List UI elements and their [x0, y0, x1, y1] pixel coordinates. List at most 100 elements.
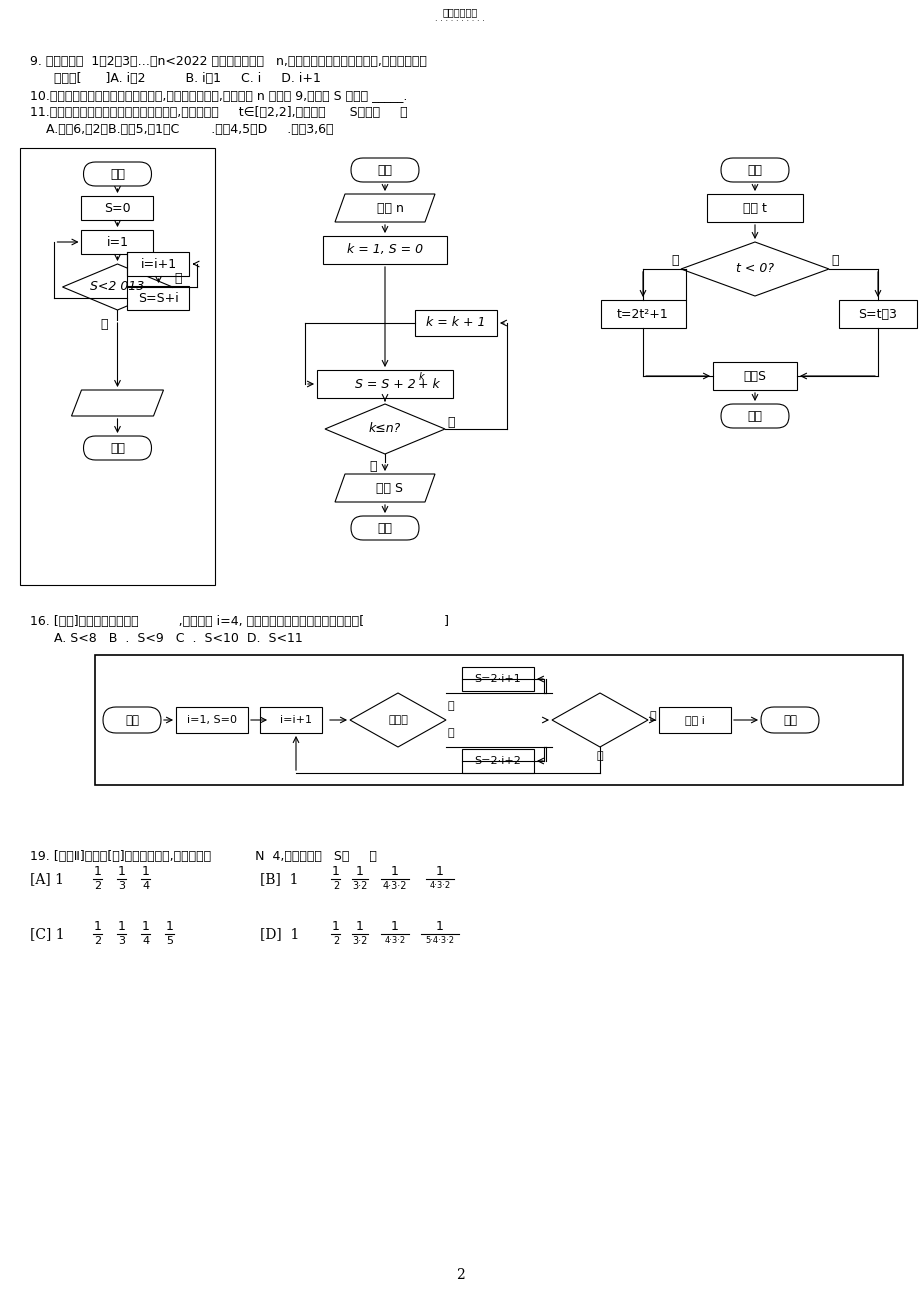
Text: 16. [江西]阅读如下程序框图          ,假如输出 i=4, 那么空白的判定框中应填入的条件[                    ]: 16. [江西]阅读如下程序框图 ,假如输出 i=4, 那么空白的判定框中应填入…	[30, 615, 448, 628]
Text: 是: 是	[175, 272, 182, 285]
Text: 结束: 结束	[746, 409, 762, 422]
Bar	[461, 667, 533, 691]
Text: 9. 为了求满意  1＋2＋3＋…＋n<2022 的最大的自然数   n,算法框图如下〔左〕图所示,就输出框中应: 9. 为了求满意 1＋2＋3＋…＋n<2022 的最大的自然数 n,算法框图如下…	[30, 55, 426, 68]
Text: 否: 否	[650, 711, 656, 721]
Text: 1: 1	[118, 865, 126, 878]
Text: k≤n?: k≤n?	[369, 422, 401, 435]
Text: 输出 i: 输出 i	[685, 715, 704, 724]
Text: k = 1, S = 0: k = 1, S = 0	[346, 244, 423, 257]
Bar	[95, 655, 902, 784]
Bar	[82, 231, 153, 254]
Text: · · · · · · · · · ·: · · · · · · · · · ·	[435, 17, 484, 26]
Text: 否: 否	[369, 460, 377, 473]
Text: 1: 1	[166, 920, 174, 933]
Polygon shape	[335, 194, 435, 222]
Text: t=2t²+1: t=2t²+1	[617, 308, 668, 321]
Polygon shape	[62, 265, 173, 310]
Bar	[414, 310, 496, 336]
Text: 1: 1	[332, 920, 339, 933]
Text: 19. [课标Ⅱ]执行下[左]图的程序框图,假如输入的           N  4,那么输出的   S〔     〕: 19. [课标Ⅱ]执行下[左]图的程序框图,假如输入的 N 4,那么输出的 S〔…	[30, 850, 377, 863]
Text: 否: 否	[830, 254, 837, 267]
Text: 1: 1	[436, 920, 444, 933]
Text: i=i+1: i=i+1	[141, 258, 176, 271]
Bar	[176, 708, 248, 734]
Text: k = k + 1: k = k + 1	[425, 317, 485, 330]
Text: 1: 1	[356, 865, 364, 878]
Text: 4·3·2: 4·3·2	[429, 881, 450, 890]
Text: 3: 3	[119, 881, 125, 891]
Bar	[260, 708, 322, 734]
Bar	[706, 194, 802, 222]
Text: 1: 1	[94, 865, 102, 878]
FancyBboxPatch shape	[720, 158, 789, 182]
Text: 输出 S: 输出 S	[376, 482, 403, 495]
Text: 4·3·2: 4·3·2	[382, 881, 407, 891]
Text: A.〔－6,－2〕B.〔－5,－1〕C        .〔－4,5〕D     .〔－3,6〕: A.〔－6,－2〕B.〔－5,－1〕C .〔－4,5〕D .〔－3,6〕	[30, 122, 334, 136]
Text: 结束: 结束	[110, 442, 125, 455]
Polygon shape	[349, 693, 446, 747]
Text: 输入 t: 输入 t	[743, 202, 766, 215]
Bar	[461, 749, 533, 773]
Text: 5: 5	[166, 936, 174, 946]
Text: 4: 4	[142, 881, 150, 891]
Polygon shape	[335, 474, 435, 502]
FancyBboxPatch shape	[720, 404, 789, 427]
Text: k: k	[418, 371, 424, 382]
Text: [D]  1: [D] 1	[260, 926, 299, 941]
Text: 1: 1	[142, 920, 150, 933]
Text: 1: 1	[332, 865, 339, 878]
Text: 1: 1	[391, 865, 399, 878]
FancyBboxPatch shape	[84, 437, 152, 460]
Text: 结束: 结束	[782, 714, 796, 727]
Text: 10.〔湖北〕阅读下〔中〕的程序框图,运行相应的程序,假设输入 n 的值为 9,就输出 S 的值为 _____.: 10.〔湖北〕阅读下〔中〕的程序框图,运行相应的程序,假设输入 n 的值为 9,…	[30, 89, 407, 102]
Text: 1: 1	[142, 865, 150, 878]
Text: 输入 n: 输入 n	[376, 202, 403, 215]
Text: 3: 3	[119, 936, 125, 946]
Text: 2: 2	[455, 1268, 464, 1282]
Text: 填输出[      ]A. i－2          B. i－1     C. i     D. i+1: 填输出[ ]A. i－2 B. i－1 C. i D. i+1	[30, 72, 321, 85]
Bar	[600, 300, 686, 328]
Text: 1: 1	[94, 920, 102, 933]
Text: A. S<8   B  .  S<9   C  .  S<10  D.  S<11: A. S<8 B . S<9 C . S<10 D. S<11	[30, 632, 302, 645]
Bar	[128, 251, 189, 276]
Text: 4: 4	[142, 936, 150, 946]
Text: 11.〔湖南〕执行下〔右〕如图的程序框图,假如输入的     t∈[－2,2],就输出的      S属于〔     〕: 11.〔湖南〕执行下〔右〕如图的程序框图,假如输入的 t∈[－2,2],就输出的…	[30, 106, 407, 119]
Text: i=i+1: i=i+1	[279, 715, 312, 724]
Text: 开始: 开始	[110, 168, 125, 181]
Polygon shape	[324, 404, 445, 453]
Text: [A] 1: [A] 1	[30, 872, 64, 886]
Text: 是: 是	[448, 728, 454, 739]
Bar	[658, 708, 731, 734]
Text: 1: 1	[118, 920, 126, 933]
Text: + k: + k	[414, 378, 439, 391]
Text: 否: 否	[448, 701, 454, 711]
Text: S=2·i+2: S=2·i+2	[474, 756, 521, 766]
Bar	[317, 370, 452, 397]
Bar	[323, 236, 447, 265]
Bar	[712, 362, 796, 390]
Bar	[82, 195, 153, 220]
Text: t < 0?: t < 0?	[735, 262, 773, 275]
FancyBboxPatch shape	[103, 708, 161, 734]
Text: [C] 1: [C] 1	[30, 926, 64, 941]
Text: S = S + 2: S = S + 2	[354, 378, 414, 391]
Text: S=t－3: S=t－3	[857, 308, 896, 321]
Bar	[838, 300, 916, 328]
Text: 开始: 开始	[125, 714, 139, 727]
Text: [B]  1: [B] 1	[260, 872, 298, 886]
Text: 是: 是	[671, 254, 678, 267]
Text: S<2 013: S<2 013	[90, 280, 144, 293]
Text: 结束: 结束	[377, 521, 392, 534]
FancyBboxPatch shape	[760, 708, 818, 734]
Text: 3·2: 3·2	[352, 936, 368, 946]
Text: i=1: i=1	[107, 236, 129, 249]
Polygon shape	[680, 242, 828, 296]
Text: 开始: 开始	[377, 163, 392, 176]
Bar	[20, 149, 215, 585]
FancyBboxPatch shape	[84, 162, 152, 186]
Text: 3·2: 3·2	[352, 881, 368, 891]
Text: i=1, S=0: i=1, S=0	[187, 715, 237, 724]
Text: 2: 2	[333, 881, 339, 891]
Text: 是: 是	[596, 751, 603, 761]
Text: 4·3·2: 4·3·2	[384, 936, 405, 945]
